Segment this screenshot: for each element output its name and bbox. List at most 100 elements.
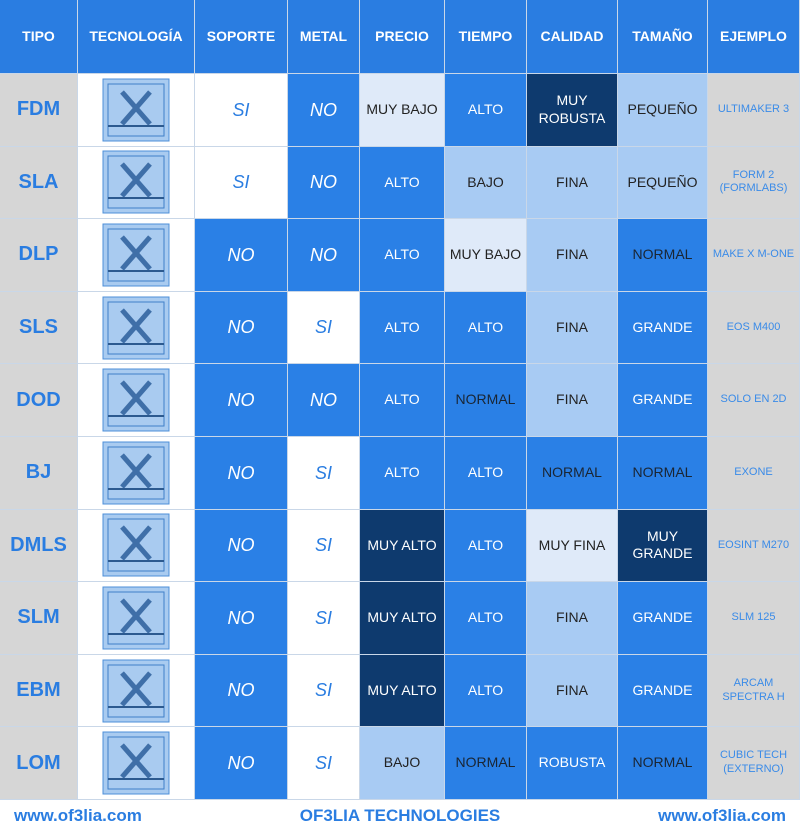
table-cell: MUY ROBUSTA: [527, 74, 618, 147]
table-cell: MUY ALTO: [360, 509, 445, 583]
table-cell: SI: [288, 654, 360, 728]
header-cell: TIEMPO: [445, 0, 527, 74]
table-cell: SI: [288, 509, 360, 583]
table-cell: EOSINT M270: [708, 509, 800, 583]
table-cell: EOS M400: [708, 291, 800, 365]
table-cell: NORMAL: [618, 219, 708, 292]
table-cell: NO: [288, 219, 360, 292]
header-cell: METAL: [288, 0, 360, 74]
table-cell: EXONE: [708, 437, 800, 510]
table-cell: LOM: [0, 727, 78, 800]
technology-image: [78, 437, 195, 510]
table-cell: CUBIC TECH (EXTERNO): [708, 727, 800, 800]
table-cell: NORMAL: [618, 727, 708, 800]
table-cell: SI: [195, 74, 288, 147]
table-cell: ALTO: [360, 219, 445, 292]
table-cell: ALTO: [445, 437, 527, 510]
technology-image: [78, 146, 195, 220]
table-cell: NO: [195, 219, 288, 292]
table-cell: NORMAL: [527, 437, 618, 510]
table-cell: BAJO: [360, 727, 445, 800]
table-cell: SLM 125: [708, 582, 800, 655]
table-cell: SI: [288, 291, 360, 365]
table-cell: SLM: [0, 582, 78, 655]
table-cell: FINA: [527, 219, 618, 292]
table-cell: ALTO: [445, 509, 527, 583]
table-cell: ALTO: [360, 291, 445, 365]
table-cell: FINA: [527, 146, 618, 220]
table-cell: GRANDE: [618, 582, 708, 655]
table-cell: PEQUEÑO: [618, 146, 708, 220]
header-cell: TECNOLOGÍA: [78, 0, 195, 74]
table-cell: FINA: [527, 364, 618, 437]
table-cell: NO: [288, 146, 360, 220]
technology-image: [78, 582, 195, 655]
table-cell: MUY FINA: [527, 509, 618, 583]
table-cell: NO: [195, 291, 288, 365]
table-cell: GRANDE: [618, 291, 708, 365]
table-cell: DMLS: [0, 509, 78, 583]
header-cell: SOPORTE: [195, 0, 288, 74]
table-cell: ROBUSTA: [527, 727, 618, 800]
technology-image: [78, 74, 195, 147]
table-cell: ALTO: [360, 364, 445, 437]
table-cell: GRANDE: [618, 654, 708, 728]
table-cell: FINA: [527, 654, 618, 728]
table-cell: FORM 2 (FORMLABS): [708, 146, 800, 220]
technology-image: [78, 509, 195, 583]
table-cell: FINA: [527, 291, 618, 365]
table-cell: NO: [195, 654, 288, 728]
table-cell: BAJO: [445, 146, 527, 220]
footer-center: OF3LIA TECHNOLOGIES: [299, 806, 501, 825]
table-cell: NO: [195, 582, 288, 655]
table-cell: SOLO EN 2D: [708, 364, 800, 437]
table-cell: NO: [288, 74, 360, 147]
technology-image: [78, 364, 195, 437]
table-cell: EBM: [0, 654, 78, 728]
table-cell: MUY BAJO: [360, 74, 445, 147]
technology-image: [78, 291, 195, 365]
table-cell: NORMAL: [445, 727, 527, 800]
table-cell: DLP: [0, 219, 78, 292]
table-cell: ALTO: [445, 654, 527, 728]
table-cell: NO: [195, 509, 288, 583]
table-cell: ALTO: [445, 74, 527, 147]
table-cell: ULTIMAKER 3: [708, 74, 800, 147]
table-cell: NORMAL: [618, 437, 708, 510]
table-cell: MUY GRANDE: [618, 509, 708, 583]
table-cell: SLA: [0, 146, 78, 220]
table-cell: NO: [195, 437, 288, 510]
table-cell: MUY ALTO: [360, 582, 445, 655]
header-cell: TIPO: [0, 0, 78, 74]
table-cell: SLS: [0, 291, 78, 365]
table-cell: PEQUEÑO: [618, 74, 708, 147]
table-cell: MUY ALTO: [360, 654, 445, 728]
table-cell: MUY BAJO: [445, 219, 527, 292]
header-cell: EJEMPLO: [708, 0, 800, 74]
table-cell: SI: [288, 437, 360, 510]
footer-right: www.of3lia.com: [658, 806, 786, 825]
table-cell: SI: [288, 582, 360, 655]
table-cell: DOD: [0, 364, 78, 437]
table-cell: ARCAM SPECTRA H: [708, 654, 800, 728]
table-cell: FINA: [527, 582, 618, 655]
table-cell: ALTO: [360, 146, 445, 220]
footer-left: www.of3lia.com: [14, 806, 142, 825]
table-cell: SI: [288, 727, 360, 800]
table-cell: BJ: [0, 437, 78, 510]
table-cell: NORMAL: [445, 364, 527, 437]
table-cell: NO: [195, 727, 288, 800]
technology-image: [78, 727, 195, 800]
technology-image: [78, 219, 195, 292]
table-cell: SI: [195, 146, 288, 220]
technology-image: [78, 654, 195, 728]
header-cell: TAMAÑO: [618, 0, 708, 74]
header-cell: CALIDAD: [527, 0, 618, 74]
table-cell: ALTO: [445, 582, 527, 655]
table-cell: FDM: [0, 74, 78, 147]
table-cell: GRANDE: [618, 364, 708, 437]
table-cell: ALTO: [360, 437, 445, 510]
table-cell: MAKE X M-ONE: [708, 219, 800, 292]
header-cell: PRECIO: [360, 0, 445, 74]
